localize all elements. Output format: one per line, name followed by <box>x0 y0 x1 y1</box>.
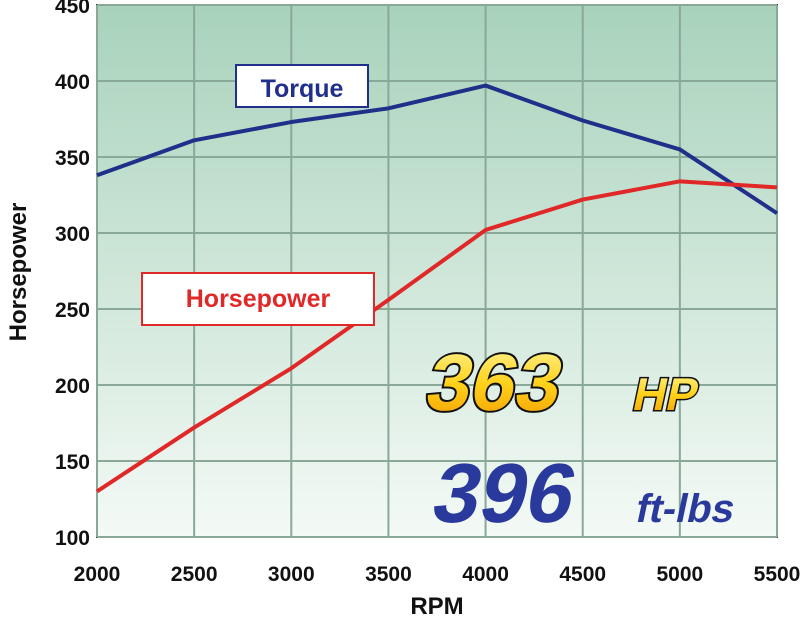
x-ticks: 2000 2500 3000 3500 4000 4500 5000 5500 <box>74 563 800 586</box>
series-line-torque <box>96 83 779 215</box>
y-tick-label: 200 <box>55 375 90 398</box>
x-tick-label: 2500 <box>171 563 218 586</box>
series-lines <box>95 83 779 494</box>
legend-torque: Torque <box>235 64 369 108</box>
torque-unit: ft-lbs <box>632 485 739 530</box>
y-ticks: 100 150 200 250 300 350 400 450 <box>55 0 90 550</box>
y-tick-label: 100 <box>55 527 90 550</box>
hp-value: 363 <box>419 339 571 428</box>
x-tick-label: 5000 <box>656 563 703 586</box>
torque-callout: 396 ft-lbs <box>425 446 739 540</box>
x-tick-label: 3500 <box>365 563 412 586</box>
y-tick-label: 250 <box>55 299 90 322</box>
x-axis-label: RPM <box>410 593 463 620</box>
y-tick-label: 350 <box>55 147 90 170</box>
x-tick-label: 2000 <box>74 563 121 586</box>
legend-torque-label: Torque <box>261 75 344 103</box>
hp-unit: HP <box>629 368 704 419</box>
torque-value: 396 <box>425 446 585 540</box>
y-axis-label: Horsepower <box>5 203 32 342</box>
x-tick-label: 5500 <box>754 563 800 586</box>
legend-horsepower-label: Horsepower <box>186 285 331 313</box>
hp-callout: 363 HP <box>417 337 705 430</box>
y-tick-label: 150 <box>55 451 90 474</box>
plot-area <box>96 4 778 538</box>
x-tick-label: 3000 <box>268 563 315 586</box>
legend-horsepower: Horsepower <box>141 272 375 326</box>
series-line-horsepower <box>95 179 778 494</box>
y-tick-label: 400 <box>55 71 90 94</box>
x-tick-label: 4500 <box>559 563 606 586</box>
y-tick-label: 300 <box>55 223 90 246</box>
x-tick-label: 4000 <box>462 563 509 586</box>
y-tick-label: 450 <box>55 0 90 18</box>
